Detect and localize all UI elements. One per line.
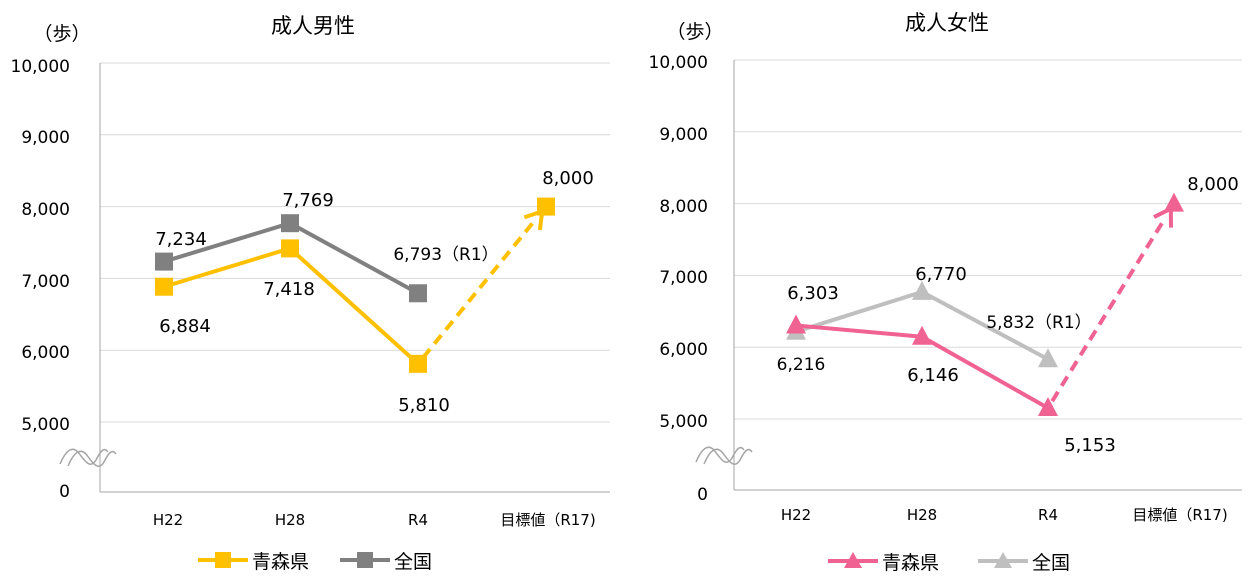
female-x-tick-labels: H22 H28 R4 目標値（R17) [781, 506, 1228, 524]
male-aomori-point-H22 [155, 277, 173, 296]
male-xtick-r4: R4 [408, 511, 428, 529]
female-aomori-label-h22: 6,303 [787, 283, 839, 304]
male-xtick-h22: H22 [153, 511, 183, 529]
male-gridlines [99, 62, 610, 493]
male-x-tick-labels: H22 H28 R4 目標値（R17) [153, 511, 596, 529]
female-national-point-R4 [1038, 348, 1058, 368]
female-national-label-h22: 6,216 [777, 355, 826, 375]
male-national-label-r4: 6,793（R1） [393, 245, 498, 265]
female-aomori-point-R4 [1038, 397, 1058, 417]
female-aomori-point-H28 [912, 325, 932, 345]
male-ytick-9000: 9,000 [21, 128, 70, 148]
female-legend: 青森県 全国 [828, 552, 1070, 574]
female-ytick-0: 0 [697, 485, 708, 505]
female-xtick-h28: H28 [907, 506, 937, 524]
male-xtick-h28: H28 [275, 511, 305, 529]
male-national-point-R4 [409, 284, 427, 303]
female-national-label-r4: 5,832（R1） [986, 313, 1091, 333]
female-xtick-target: 目標値（R17) [1132, 506, 1227, 524]
female-chart: 成人女性 （歩） 0 5,000 6,000 7,000 8,000 9,000… [649, 11, 1242, 574]
male-national-label-h28: 7,769 [282, 190, 334, 211]
male-national-point-H28 [281, 214, 299, 233]
male-series-line-aomori [163, 246, 420, 366]
male-ytick-5000: 5,000 [21, 415, 70, 435]
female-ytick-10000: 10,000 [649, 53, 708, 73]
male-target-marker [537, 197, 555, 216]
female-national-point-H28 [912, 280, 932, 300]
male-y-tick-labels: 0 5,000 6,000 7,000 8,000 9,000 10,000 [11, 57, 70, 502]
female-aomori-label-r4: 5,153 [1064, 435, 1116, 456]
male-axis-break [59, 448, 117, 467]
female-target-dashed-line [1050, 216, 1168, 403]
female-series-lines [786, 192, 1184, 417]
female-data-labels: 6,303 6,216 6,770 6,146 5,832（R1） 5,153 … [777, 174, 1239, 456]
female-target-marker [1164, 192, 1184, 212]
male-legend-aomori-marker [215, 552, 231, 568]
female-legend-aomori-label: 青森県 [882, 552, 939, 574]
male-ytick-7000: 7,000 [21, 272, 70, 292]
male-ytick-6000: 6,000 [21, 343, 70, 363]
male-chart-title: 成人男性 [271, 14, 355, 38]
male-ytick-0: 0 [59, 482, 70, 502]
female-ytick-7000: 7,000 [659, 268, 708, 288]
female-aomori-point-H22 [786, 314, 806, 334]
male-legend-national-marker [357, 552, 373, 568]
female-ytick-9000: 9,000 [659, 125, 708, 145]
male-aomori-label-r4: 5,810 [398, 395, 450, 416]
female-gridlines [733, 59, 1242, 491]
male-national-label-h22: 7,234 [155, 229, 207, 250]
female-y-tick-labels: 0 5,000 6,000 7,000 8,000 9,000 10,000 [649, 53, 708, 505]
male-target-dashed-line [421, 217, 538, 359]
male-ytick-8000: 8,000 [21, 200, 70, 220]
female-target-label: 8,000 [1187, 174, 1239, 195]
male-aomori-point-R4 [409, 354, 427, 373]
female-xtick-h22: H22 [781, 506, 811, 524]
female-aomori-label-h28: 6,146 [907, 365, 959, 386]
female-axis-break [695, 446, 753, 465]
female-legend-national-marker [994, 552, 1012, 568]
male-xtick-target: 目標値（R17) [500, 511, 595, 529]
female-unit-label: （歩） [666, 21, 723, 43]
female-legend-aomori-marker [844, 552, 862, 568]
male-unit-label: （歩） [33, 23, 90, 45]
male-ytick-10000: 10,000 [11, 57, 70, 77]
male-aomori-label-h22: 6,884 [159, 316, 211, 337]
female-ytick-6000: 6,000 [659, 340, 708, 360]
male-national-point-H22 [155, 252, 173, 271]
male-aomori-label-h28: 7,418 [263, 279, 315, 300]
male-series-lines [155, 197, 555, 373]
male-chart: 成人男性 （歩） 0 5,000 6,000 7,000 8,000 9,000… [11, 14, 610, 573]
female-ytick-8000: 8,000 [659, 197, 708, 217]
female-xtick-r4: R4 [1038, 506, 1058, 524]
female-ytick-5000: 5,000 [659, 412, 708, 432]
male-legend: 青森県 全国 [198, 551, 432, 573]
male-legend-national-label: 全国 [394, 551, 432, 573]
female-chart-title: 成人女性 [905, 11, 989, 35]
male-legend-aomori-label: 青森県 [252, 551, 309, 573]
male-target-label: 8,000 [542, 168, 594, 189]
female-legend-national-label: 全国 [1032, 552, 1070, 574]
male-data-labels: 7,234 7,769 6,793（R1） 6,884 7,418 5,810 … [155, 168, 594, 416]
female-national-label-h28: 6,770 [915, 264, 967, 285]
male-aomori-point-H28 [281, 239, 299, 258]
